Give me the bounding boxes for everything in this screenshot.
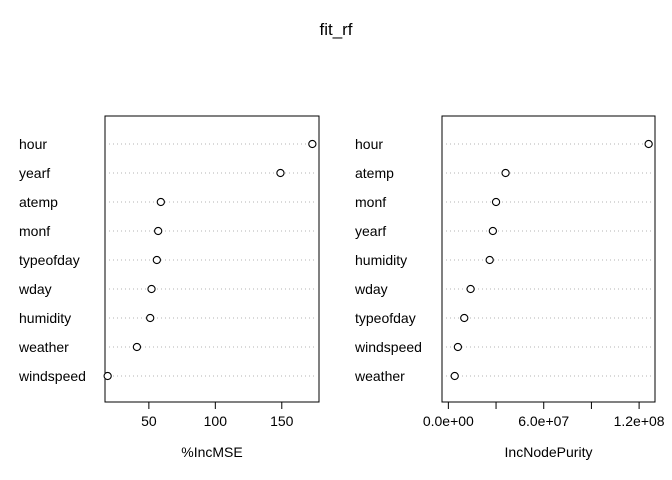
plot-frame (441, 115, 656, 403)
data-point (132, 342, 142, 352)
data-point (453, 342, 463, 352)
data-point (156, 197, 165, 207)
category-label: atemp (19, 194, 58, 210)
category-label: windspeed (18, 368, 86, 384)
x-tick-label: 1.2e+08 (614, 413, 665, 429)
category-label: atemp (355, 165, 394, 181)
data-point (146, 313, 155, 323)
x-tick-label: 100 (204, 413, 228, 429)
data-point (450, 371, 459, 381)
category-label: monf (355, 194, 386, 210)
chart-title: fit_rf (319, 20, 352, 39)
data-point (485, 255, 494, 265)
data-point (276, 168, 285, 178)
x-axis-label: %IncMSE (181, 444, 242, 460)
x-tick-label: 6.0e+07 (518, 413, 569, 429)
category-label: weather (354, 368, 405, 384)
category-label: wday (354, 281, 388, 297)
plot-panel-incnodepurity: hour atemp monf yearf humidity wday typeofday w… (354, 115, 665, 460)
category-label: hour (19, 136, 47, 152)
x-tick-label: 50 (141, 413, 157, 429)
category-label: hour (355, 136, 383, 152)
category-label: humidity (355, 252, 407, 268)
data-point (466, 284, 475, 294)
category-label: humidity (19, 310, 71, 326)
category-label: typeofday (19, 252, 80, 268)
category-label: wday (18, 281, 52, 297)
data-point (501, 168, 510, 178)
x-tick-label: 150 (270, 413, 294, 429)
category-label: yearf (355, 223, 386, 239)
data-point (460, 313, 469, 323)
data-point (308, 139, 317, 149)
data-point (644, 139, 653, 149)
plot-frame (104, 115, 320, 403)
data-point (488, 226, 498, 236)
data-point (152, 255, 161, 265)
category-label: yearf (19, 165, 50, 181)
category-label: typeofday (355, 310, 416, 326)
category-label: monf (19, 223, 50, 239)
data-point (491, 197, 501, 207)
plot-panel-incmse: hour yearf atemp monf typeofday wday humidity w… (18, 115, 320, 460)
data-point (103, 371, 112, 381)
x-axis-label: IncNodePurity (505, 444, 593, 460)
data-point (154, 226, 163, 236)
category-label: weather (18, 339, 69, 355)
x-tick-label: 0.0e+00 (423, 413, 474, 429)
category-label: windspeed (354, 339, 422, 355)
data-point (147, 284, 156, 294)
